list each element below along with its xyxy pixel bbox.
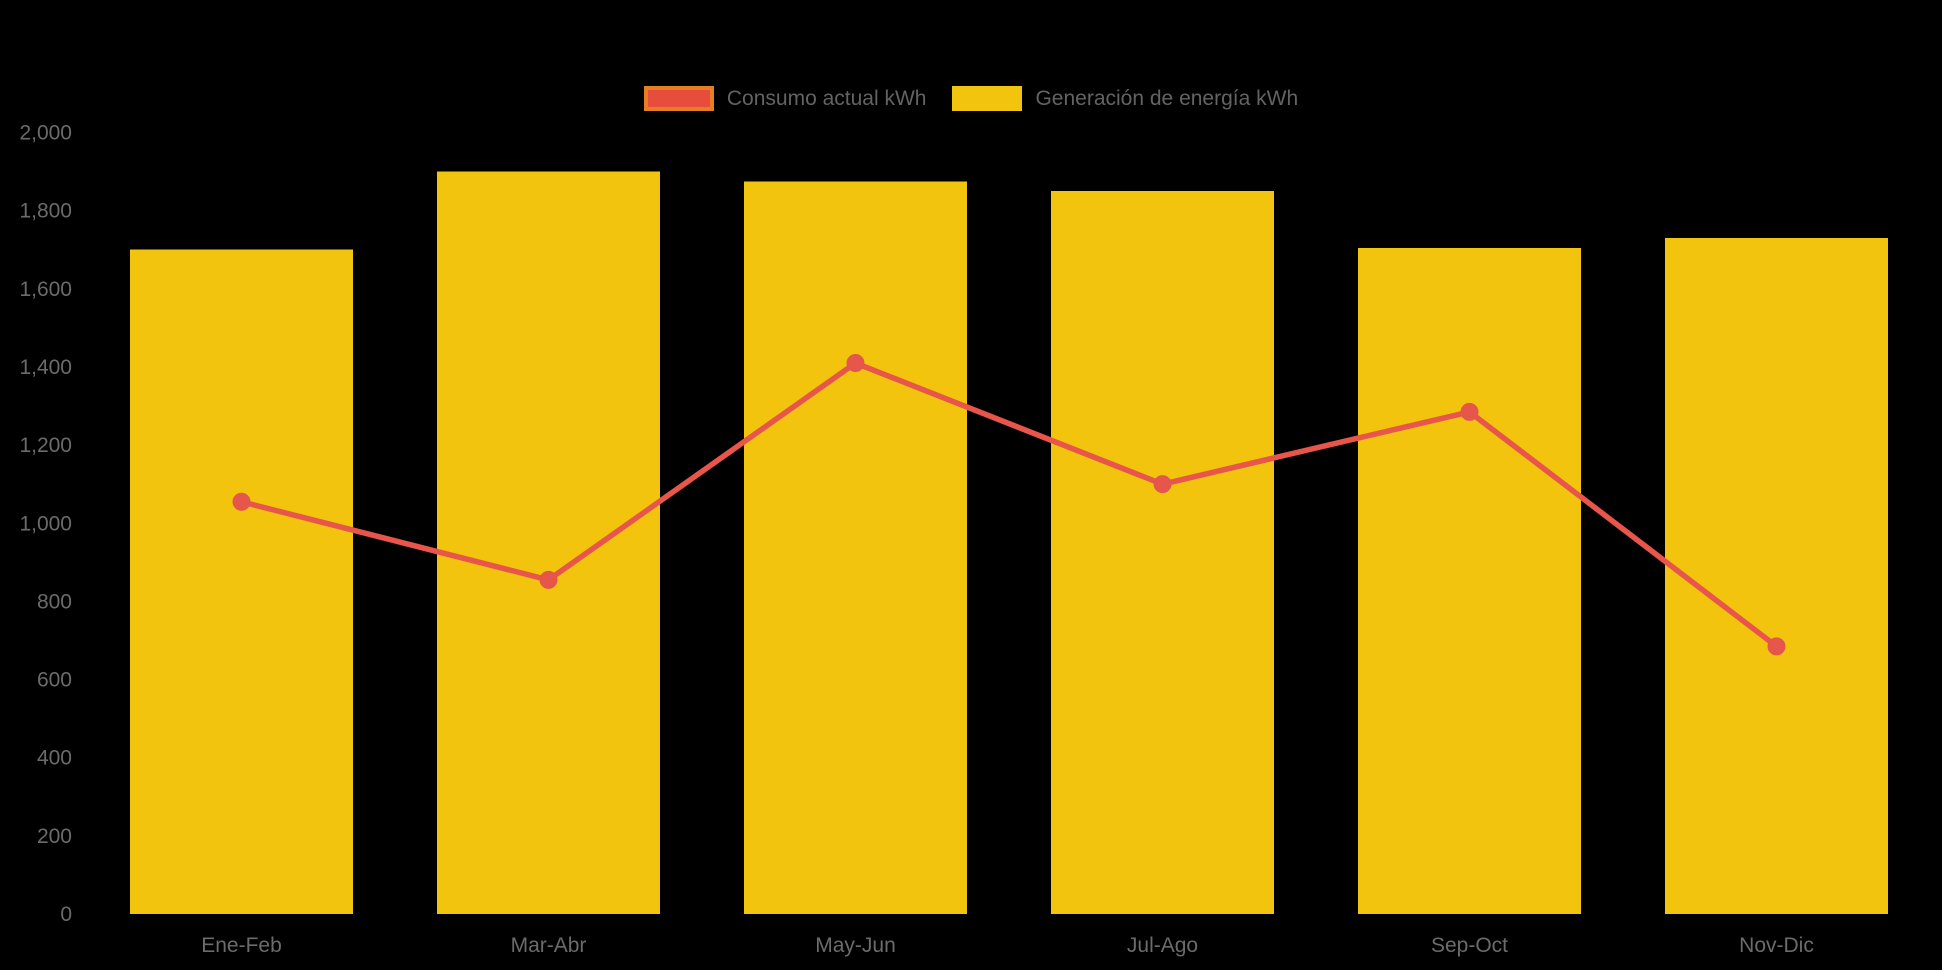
line-point-Nov-Dic[interactable] [1767,637,1786,656]
line-point-Jul-Ago[interactable] [1153,475,1172,494]
y-tick-label: 1,000 [19,512,72,535]
legend-swatch-consumo [643,86,714,111]
x-axis-label: Mar-Abr [511,934,587,957]
legend-swatch-generacion [952,86,1023,111]
x-axis-label: May-Jun [815,934,896,957]
bar-Nov-Dic[interactable] [1664,238,1889,914]
x-axis-label: Jul-Ago [1127,934,1198,957]
line-point-Mar-Abr[interactable] [539,570,558,589]
line-point-May-Jun[interactable] [846,354,865,373]
y-tick-label: 1,200 [19,434,72,457]
legend-item-generacion[interactable]: Generación de energía kWh [952,86,1298,111]
line-point-Ene-Feb[interactable] [232,492,251,511]
bar-Sep-Oct[interactable] [1357,247,1582,915]
legend-label-generacion: Generación de energía kWh [1035,87,1299,110]
chart-legend: Consumo actual kWh Generación de energía… [0,86,1942,111]
y-tick-label: 1,400 [19,356,72,379]
x-axis-label: Nov-Dic [1739,934,1814,957]
bar-May-Jun[interactable] [743,181,968,914]
bar-Jul-Ago[interactable] [1050,191,1275,915]
y-tick-label: 200 [37,825,72,848]
y-tick-label: 600 [37,669,72,692]
y-tick-label: 800 [37,590,72,613]
line-point-Sep-Oct[interactable] [1460,402,1479,421]
x-axis-label: Ene-Feb [201,934,282,957]
x-axis-label: Sep-Oct [1431,934,1508,957]
y-tick-label: 1,800 [19,200,72,223]
y-tick-label: 1,600 [19,278,72,301]
y-tick-label: 2,000 [19,122,72,145]
consumo-line [238,360,1780,650]
bar-Ene-Feb[interactable] [129,249,354,915]
legend-item-consumo[interactable]: Consumo actual kWh [643,86,927,111]
legend-label-consumo: Consumo actual kWh [726,87,927,110]
y-tick-label: 400 [37,747,72,770]
y-tick-label: 0 [60,903,72,926]
bar-Mar-Abr[interactable] [436,171,661,914]
